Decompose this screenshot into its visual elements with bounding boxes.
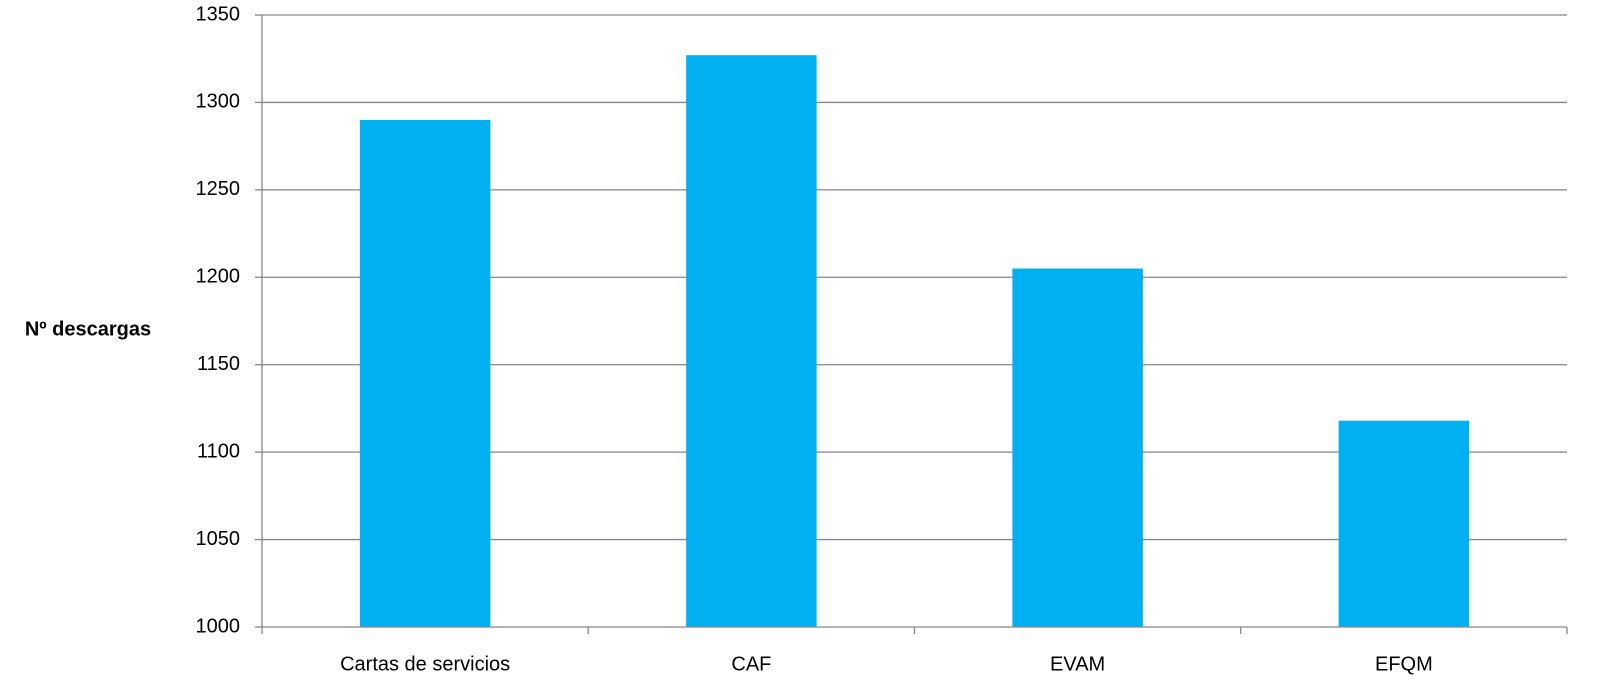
y-axis-title: Nº descargas	[25, 318, 151, 340]
x-tick-label: Cartas de servicios	[340, 653, 510, 675]
bar-evam	[1012, 268, 1143, 627]
y-tick-label: 1200	[196, 266, 241, 288]
bar-cartas-de-servicios	[359, 119, 491, 628]
y-tick-label: 1250	[196, 178, 241, 200]
x-tick-label: EFQM	[1375, 653, 1433, 675]
y-tick-label: 1050	[196, 528, 241, 550]
y-tick-label: 1000	[196, 615, 241, 637]
x-tick-label: EVAM	[1050, 653, 1105, 675]
y-tick-label: 1100	[197, 440, 240, 462]
bar-efqm	[1338, 420, 1470, 627]
y-tick-label: 1300	[196, 91, 241, 113]
bar-caf	[686, 55, 817, 627]
x-tick-labels: Cartas de servicios CAF EVAM EFQM	[340, 653, 1433, 675]
x-tick-label: CAF	[731, 653, 771, 675]
bars	[359, 55, 1470, 628]
y-tick-labels: 1000 1050 1100 1150 1200 1250 1300 1350	[196, 3, 241, 637]
y-tick-label: 1150	[197, 353, 240, 375]
axes	[255, 14, 1568, 634]
y-tick-label: 1350	[196, 3, 241, 25]
